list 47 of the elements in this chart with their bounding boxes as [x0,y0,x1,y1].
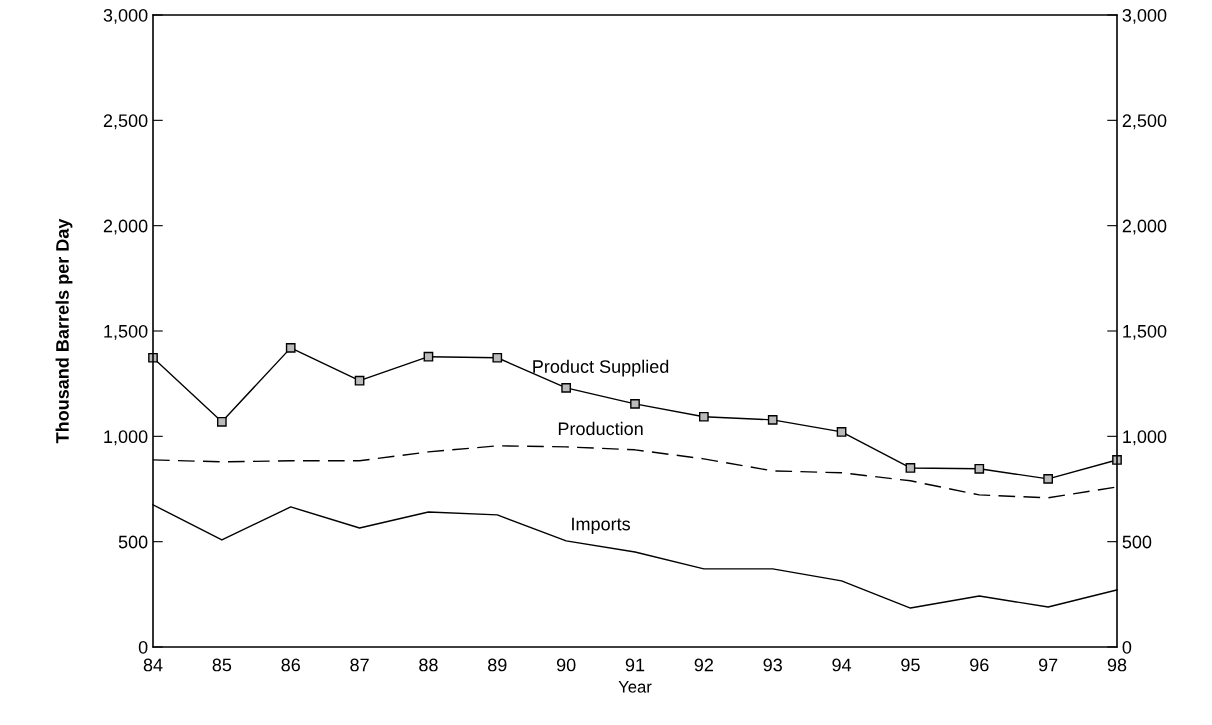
series-label: Imports [572,517,631,534]
x-tick-label: 85 [212,658,232,672]
point [1043,474,1054,484]
x-tick-label: 98 [1107,658,1127,672]
series-label: Product Supplied [533,359,669,377]
x-tick-label: 88 [419,658,438,672]
point [423,351,434,362]
point [216,416,227,427]
point [905,463,916,473]
x-tick-label: 91 [625,658,645,672]
y-tick-label: 2,500 [103,114,148,130]
y2-tick-label: 500 [1122,535,1152,549]
y-tick-label: 2,000 [103,219,148,235]
x-axis-title: Year [618,681,652,693]
point [561,383,572,393]
y-tick-label: 1,500 [104,324,148,340]
point [354,375,365,386]
x-tick-label: 90 [556,658,576,672]
x-tick-label: 89 [488,658,507,672]
point [974,463,985,474]
point [767,415,778,425]
series-label: Production [558,421,643,436]
x-tick-label: 95 [901,658,920,672]
x-tick-label: 86 [281,658,300,672]
y-tick-label: 1,000 [104,430,148,446]
point [492,352,503,363]
x-tick-label: 94 [832,658,852,672]
x-tick-label: 92 [694,658,713,672]
y-tick-label: 3,000 [103,8,148,24]
y2-tick-label: 1,500 [1123,324,1167,340]
y2-tick-label: 2,500 [1122,114,1167,130]
y-tick-label: 0 [138,640,148,654]
x-tick-label: 96 [970,658,989,672]
point [836,427,847,437]
y2-tick-label: 1,000 [1123,430,1167,446]
y-axis-title: Thousand Barrels per Day [55,218,73,444]
point [698,411,709,422]
x-tick-label: 84 [143,658,163,672]
x-tick-label: 93 [763,658,782,672]
y2-tick-label: 0 [1122,640,1132,654]
point [285,342,296,353]
y2-tick-label: 2,000 [1122,219,1167,235]
x-tick-label: 87 [350,658,369,672]
y2-tick-label: 3,000 [1122,8,1167,24]
x-tick-label: 97 [1038,658,1058,672]
point [630,399,640,409]
y-tick-label: 500 [118,535,148,549]
